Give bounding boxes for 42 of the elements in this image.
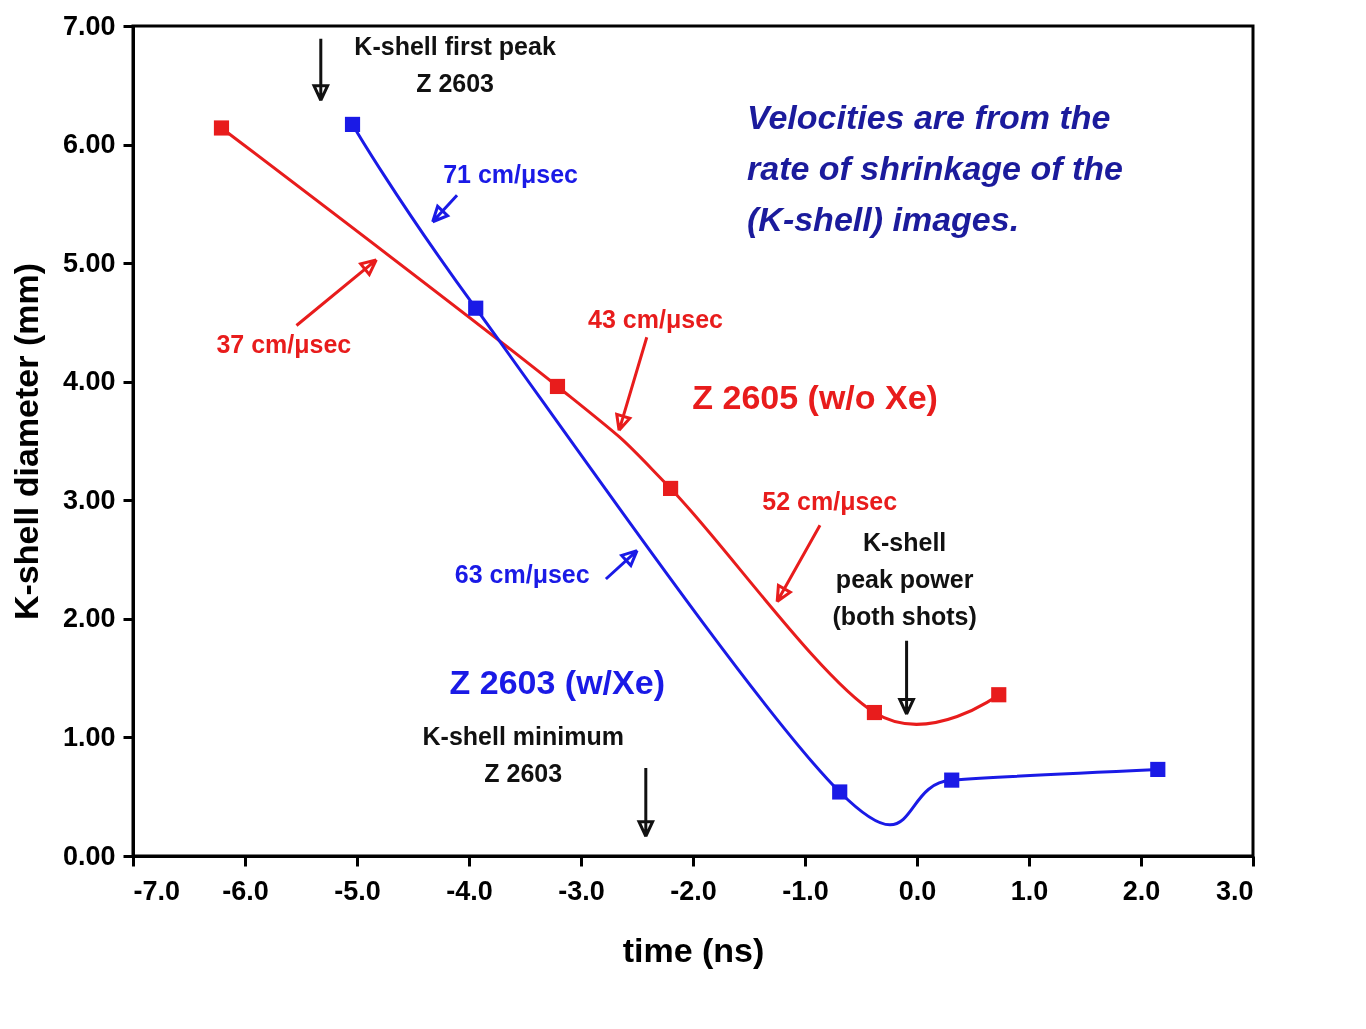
point [549, 378, 566, 395]
point [832, 784, 848, 800]
annotation: Velocities are from the rate of shrinkage of the (K-shell) images. [747, 98, 1123, 239]
x-tick-label: -3.0 [558, 875, 605, 906]
y-tick-label: 5.00 [62, 247, 116, 278]
x-tick-label: -1.0 [782, 875, 829, 906]
y-tick-label: 0.00 [62, 840, 116, 871]
y-tick-label: 6.00 [62, 129, 116, 160]
annotation: 37 cm/μsec [216, 330, 352, 359]
x-tick-label: -6.0 [222, 875, 269, 906]
annotation: 63 cm/μsec [454, 560, 590, 589]
x-tick-label: 3.0 [1215, 875, 1254, 906]
point [344, 116, 361, 132]
annotation: 71 cm/μsec [443, 160, 579, 189]
x-tick-label: -7.0 [133, 875, 181, 906]
point [944, 772, 960, 788]
point [213, 120, 230, 136]
x-axis-title: time (ns) [622, 930, 765, 969]
y-tick-label: 7.00 [62, 10, 116, 41]
point [866, 704, 883, 721]
point [663, 480, 679, 497]
y-tick-label: 3.00 [62, 484, 116, 515]
point [1150, 761, 1166, 778]
x-tick-label: 1.0 [1010, 875, 1049, 906]
y-tick-label: 1.00 [62, 721, 116, 752]
x-tick-label: -5.0 [334, 875, 381, 906]
annotation: K-shell peak power (both shots) [832, 528, 977, 631]
annotation: 52 cm/μsec [762, 486, 898, 515]
y-axis-title: K-shell diameter (mm) [6, 262, 45, 621]
x-tick-label: -4.0 [446, 875, 493, 906]
annotation: 43 cm/μsec [588, 304, 724, 333]
annotation: K-shell first peak Z 2603 [354, 31, 556, 97]
series-label: Z 2605 (w/o Xe) [692, 377, 938, 416]
x-tick-label: 2.0 [1122, 875, 1161, 906]
y-tick-label: 4.00 [62, 366, 116, 397]
series-label: Z 2603 (w/Xe) [449, 662, 665, 701]
x-tick-label: -2.0 [670, 875, 717, 906]
point [468, 300, 484, 316]
y-tick-label: 2.00 [62, 603, 116, 634]
point [991, 687, 1007, 703]
x-tick-label: 0.0 [898, 875, 937, 906]
annotation: K-shell minimum Z 2603 [422, 721, 624, 787]
